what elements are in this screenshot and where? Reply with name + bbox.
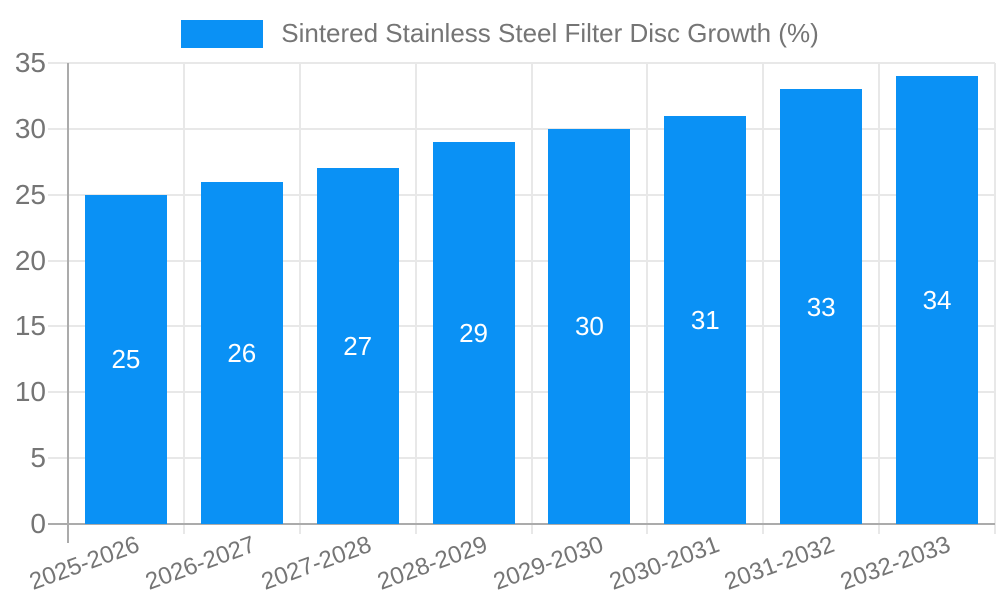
- h-gridline: [48, 127, 995, 130]
- h-gridline: [48, 259, 995, 262]
- x-axis-tick-label: 2028-2029: [373, 531, 491, 596]
- y-axis-tick-label: 35: [14, 47, 46, 78]
- v-gridline: [994, 63, 996, 534]
- x-axis-line: [48, 523, 995, 525]
- legend-label: Sintered Stainless Steel Filter Disc Gro…: [281, 18, 819, 48]
- legend-item[interactable]: Sintered Stainless Steel Filter Disc Gro…: [181, 18, 819, 49]
- bar[interactable]: [548, 128, 631, 524]
- y-axis-line: [67, 63, 69, 543]
- y-axis-tick-label: 0: [30, 508, 46, 539]
- y-axis-tick-label: 20: [14, 244, 46, 276]
- h-gridline: [48, 325, 995, 328]
- v-gridline: [414, 63, 417, 534]
- v-gridline: [298, 63, 301, 534]
- y-axis-tick-label: 30: [14, 112, 46, 144]
- bar[interactable]: [84, 194, 167, 524]
- bar[interactable]: [200, 181, 283, 524]
- bar[interactable]: [432, 142, 515, 524]
- x-axis-tick-label: 2026-2027: [141, 531, 260, 596]
- v-gridline: [182, 63, 185, 534]
- bar[interactable]: [316, 168, 399, 524]
- h-gridline: [48, 62, 995, 64]
- x-axis-tick-label: 2030-2031: [605, 531, 723, 596]
- x-axis-tick-label: 2027-2028: [257, 531, 375, 596]
- y-axis-tick-label: 15: [14, 310, 46, 342]
- x-axis-tick-label: 2029-2030: [489, 531, 607, 596]
- x-axis-tick-label: 2031-2032: [721, 531, 839, 596]
- bar[interactable]: [896, 76, 979, 524]
- legend: Sintered Stainless Steel Filter Disc Gro…: [0, 0, 1000, 49]
- legend-swatch-icon: [181, 19, 264, 48]
- v-gridline: [762, 63, 765, 534]
- v-gridline: [646, 63, 649, 534]
- x-axis-tick-label: 2032-2033: [837, 531, 955, 596]
- y-axis-tick-label: 10: [14, 376, 46, 408]
- bar[interactable]: [664, 115, 747, 524]
- h-gridline: [48, 193, 995, 196]
- y-axis-tick-label: 5: [30, 442, 46, 474]
- bar[interactable]: [780, 89, 863, 524]
- h-gridline: [48, 457, 995, 460]
- x-axis-tick-label: 2025-2026: [26, 531, 144, 596]
- v-gridline: [530, 63, 533, 534]
- h-gridline: [48, 391, 995, 394]
- y-axis-tick-label: 25: [14, 178, 46, 210]
- v-gridline: [878, 63, 881, 534]
